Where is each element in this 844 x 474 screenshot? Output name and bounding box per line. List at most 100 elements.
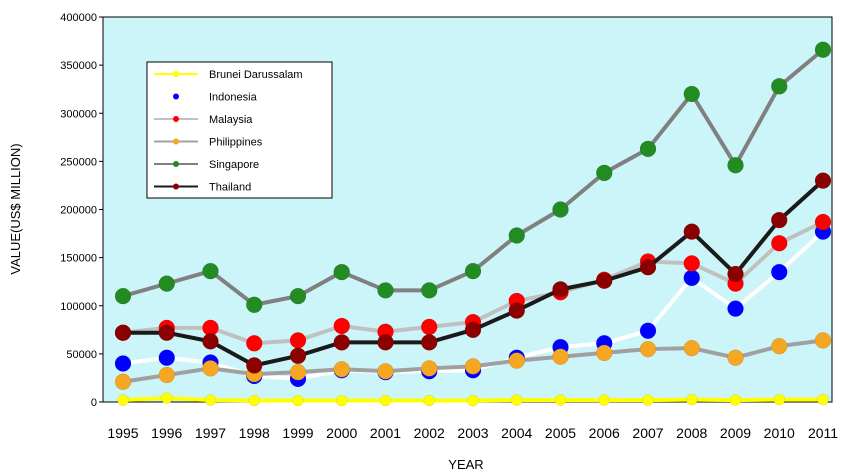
data-point [552, 201, 569, 218]
data-point [333, 361, 350, 378]
data-point [421, 334, 438, 351]
data-point [773, 393, 785, 406]
x-tick-label: 2010 [764, 425, 795, 441]
series-layer [114, 41, 832, 407]
data-point [292, 394, 304, 407]
data-point [117, 394, 129, 406]
x-tick-label: 2005 [545, 425, 576, 441]
data-point [814, 213, 832, 231]
data-point [639, 322, 657, 340]
data-point [158, 366, 175, 384]
data-point [814, 172, 832, 189]
data-point [727, 349, 744, 366]
legend-swatch-marker [173, 116, 179, 122]
y-tick-label: 100000 [60, 301, 97, 313]
x-axis-title: YEAR [448, 457, 483, 472]
x-tick-label: 1998 [239, 425, 270, 441]
data-point [683, 223, 700, 240]
data-point [377, 334, 394, 351]
data-point [814, 41, 832, 58]
data-point [729, 394, 742, 406]
series-thailand [114, 172, 832, 374]
x-tick-label: 2001 [370, 425, 401, 441]
data-point [642, 394, 654, 406]
data-point [464, 321, 482, 339]
x-tick-label: 2003 [457, 425, 488, 441]
data-point [508, 227, 525, 244]
legend-label: Thailand [209, 182, 251, 194]
data-point [421, 360, 438, 377]
legend-swatch-marker [173, 93, 179, 100]
data-point [727, 156, 744, 174]
data-point [202, 360, 219, 377]
y-axis: 0 50000 100000 150000 200000 250000 300000 3500… [60, 12, 103, 409]
data-point [508, 302, 525, 319]
x-tick-label: 2006 [589, 425, 620, 441]
x-tick-label: 2004 [501, 425, 532, 441]
data-point [771, 263, 788, 281]
data-point [289, 332, 307, 349]
data-point [508, 352, 525, 369]
x-tick-label: 1995 [107, 425, 138, 441]
data-point [639, 259, 657, 276]
data-point [421, 282, 438, 299]
x-tick-label: 1997 [195, 425, 226, 441]
data-point [814, 332, 832, 349]
y-tick-label: 50000 [66, 349, 97, 361]
data-point [639, 340, 657, 358]
data-point [596, 344, 613, 362]
x-tick-label: 2008 [676, 425, 707, 441]
data-point [683, 85, 700, 103]
data-point [158, 275, 175, 292]
legend-swatch-marker [173, 71, 179, 77]
y-tick-label: 350000 [60, 60, 97, 72]
data-point [202, 262, 219, 280]
data-point [377, 282, 394, 299]
data-point [511, 394, 523, 406]
y-tick-label: 400000 [60, 12, 97, 24]
data-point [379, 394, 392, 407]
data-point [158, 349, 175, 366]
x-tick-label: 2007 [632, 425, 663, 441]
data-point [683, 339, 700, 357]
data-point [289, 363, 307, 381]
series-philippines [114, 332, 832, 391]
legend-label: Brunei Darussalam [209, 69, 303, 81]
legend-label: Indonesia [209, 92, 258, 104]
x-tick-label: 2009 [720, 425, 751, 441]
data-point [727, 300, 744, 317]
x-tick-label: 2011 [808, 425, 838, 441]
data-point [246, 296, 263, 314]
data-point [596, 164, 613, 182]
y-tick-label: 200000 [60, 205, 97, 217]
data-point [158, 324, 175, 341]
legend-swatch-marker [173, 183, 179, 190]
data-point [114, 355, 132, 372]
data-point [552, 281, 569, 298]
data-point [289, 347, 307, 365]
data-point [683, 269, 700, 287]
data-point [204, 394, 217, 406]
data-point [114, 373, 132, 391]
data-point [421, 318, 438, 336]
data-point [333, 334, 350, 351]
legend-label: Singapore [209, 159, 259, 171]
data-point [686, 393, 698, 406]
data-point [552, 348, 569, 366]
data-point [771, 78, 788, 95]
data-point [727, 265, 744, 283]
x-tick-label: 2000 [326, 425, 357, 441]
data-point [596, 272, 613, 289]
data-point [771, 234, 788, 252]
y-tick-label: 0 [91, 397, 97, 409]
data-point [377, 362, 394, 380]
legend-label: Malaysia [209, 114, 253, 126]
data-point [246, 357, 263, 374]
data-point [554, 394, 567, 406]
data-point [683, 255, 700, 272]
series-brunei-darussalam [117, 392, 829, 407]
data-point [771, 211, 788, 229]
legend: Brunei Darussalam Indonesia Malaysia Philip… [146, 61, 333, 199]
data-point [248, 394, 260, 407]
